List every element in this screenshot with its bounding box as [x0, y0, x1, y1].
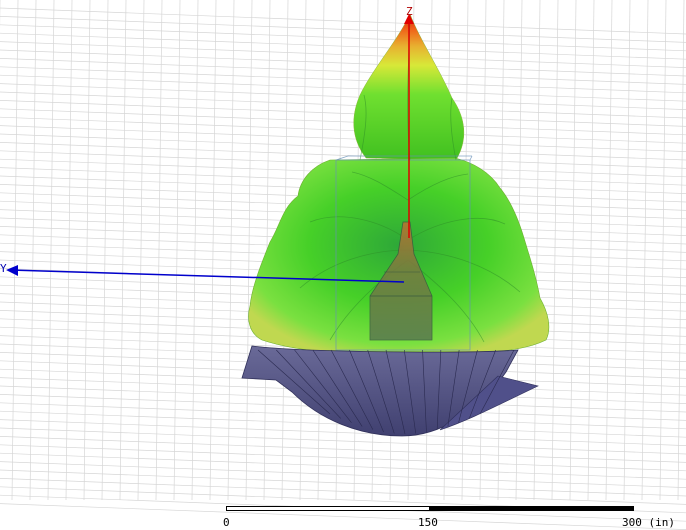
y-axis-arrow: [6, 265, 18, 276]
scale-tick-0: 0: [223, 516, 230, 529]
feed-horn: [369, 221, 433, 341]
z-axis-label: Z: [406, 5, 413, 18]
scale-tick-150: 150: [418, 516, 438, 529]
scale-tick-300: 300 (in): [622, 516, 675, 529]
y-axis-label: Y: [0, 262, 7, 275]
y-axis-line: [9, 269, 405, 283]
z-axis-arrow: [404, 14, 414, 24]
scale-bar-white-segment: [226, 506, 430, 511]
feed-bounding-box: [335, 155, 473, 351]
scale-bar-black-segment: [430, 506, 634, 511]
scale-bar: 0 150 300 (in): [223, 506, 675, 529]
reflector-dish: [241, 345, 539, 437]
